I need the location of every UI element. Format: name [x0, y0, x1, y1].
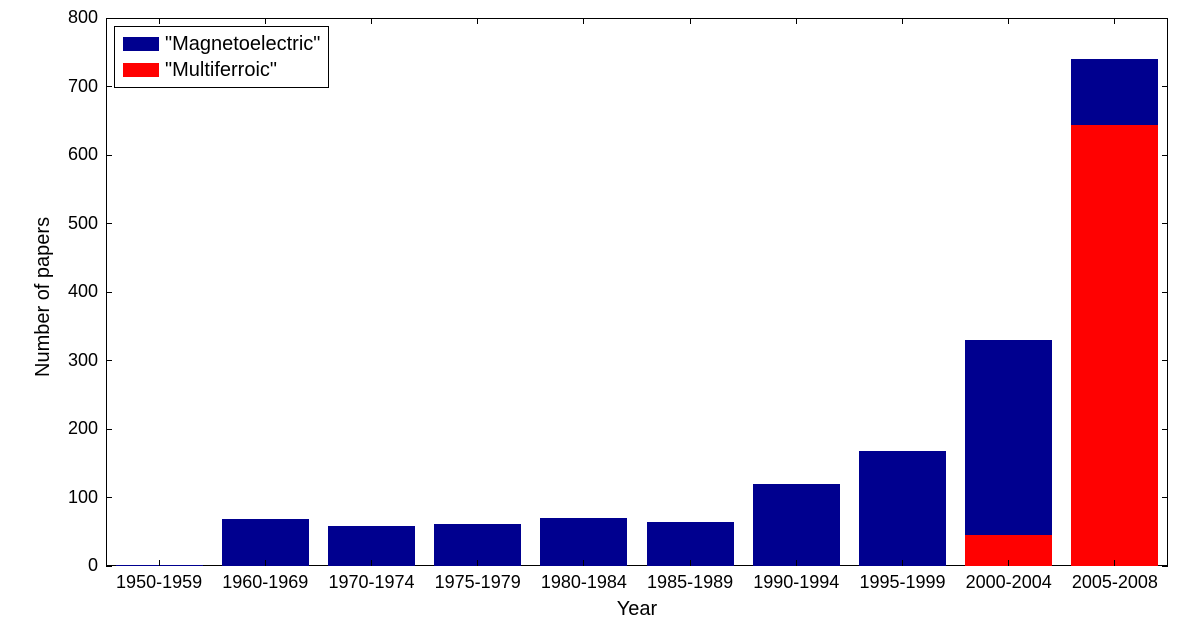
legend-label: "Magnetoelectric": [165, 31, 320, 57]
x-tick: [1008, 18, 1009, 24]
x-axis-label: Year: [106, 598, 1168, 621]
x-tick: [477, 560, 478, 566]
legend-label: "Multiferroic": [165, 57, 277, 83]
x-tick-label: 2005-2008: [1062, 572, 1168, 593]
x-tick-label: 2000-2004: [956, 572, 1062, 593]
x-tick: [477, 18, 478, 24]
legend-item: "Magnetoelectric": [123, 31, 320, 57]
y-tick-label: 500: [48, 213, 98, 234]
y-axis-label: Number of papers: [32, 217, 55, 377]
x-tick: [159, 18, 160, 24]
legend-swatch: [123, 37, 159, 51]
x-tick: [159, 560, 160, 566]
x-tick-label: 1970-1974: [318, 572, 424, 593]
y-tick: [1162, 18, 1168, 19]
legend-item: "Multiferroic": [123, 57, 320, 83]
x-tick: [902, 18, 903, 24]
bar-series1: [859, 451, 946, 566]
y-tick-label: 600: [48, 144, 98, 165]
y-tick: [1162, 566, 1168, 567]
y-tick: [106, 18, 112, 19]
y-tick-label: 800: [48, 7, 98, 28]
x-tick: [690, 18, 691, 24]
legend-swatch: [123, 63, 159, 77]
x-tick: [796, 18, 797, 24]
y-tick: [106, 86, 112, 87]
y-tick-label: 300: [48, 350, 98, 371]
legend: "Magnetoelectric""Multiferroic": [114, 26, 329, 88]
bar-series1: [753, 484, 840, 566]
x-tick-label: 1960-1969: [212, 572, 318, 593]
y-tick: [106, 497, 112, 498]
x-tick: [583, 18, 584, 24]
y-tick: [106, 292, 112, 293]
x-tick: [690, 560, 691, 566]
y-tick: [1162, 223, 1168, 224]
bar-series2: [1071, 125, 1158, 566]
bar-series1: [222, 519, 309, 566]
x-tick: [583, 560, 584, 566]
x-tick-label: 1995-1999: [849, 572, 955, 593]
chart-container: 0 100 200 300 400 500 600 700 800 1950-19591960-1…: [0, 0, 1200, 633]
y-tick: [1162, 86, 1168, 87]
y-tick: [1162, 292, 1168, 293]
x-tick: [371, 560, 372, 566]
y-tick: [1162, 497, 1168, 498]
y-tick-label: 100: [48, 487, 98, 508]
x-tick-label: 1950-1959: [106, 572, 212, 593]
y-tick: [106, 360, 112, 361]
y-tick: [106, 155, 112, 156]
x-tick: [1114, 560, 1115, 566]
x-tick-label: 1975-1979: [425, 572, 531, 593]
y-tick-label: 200: [48, 418, 98, 439]
x-tick: [1008, 560, 1009, 566]
x-tick: [796, 560, 797, 566]
y-tick: [106, 566, 112, 567]
y-tick: [106, 223, 112, 224]
x-tick: [265, 18, 266, 24]
y-tick: [106, 429, 112, 430]
bar-series1: [540, 518, 627, 566]
x-tick: [1114, 18, 1115, 24]
y-tick: [1162, 155, 1168, 156]
x-tick-label: 1980-1984: [531, 572, 637, 593]
plot-area: 01002003004005006007008001950-19591960-1…: [106, 18, 1168, 566]
x-tick-label: 1985-1989: [637, 572, 743, 593]
y-tick-label: 700: [48, 76, 98, 97]
x-tick: [371, 18, 372, 24]
y-tick-label: 0: [48, 555, 98, 576]
y-tick-label: 400: [48, 281, 98, 302]
y-tick: [1162, 360, 1168, 361]
y-tick: [1162, 429, 1168, 430]
bar-series1: [965, 340, 1052, 566]
x-tick: [902, 560, 903, 566]
x-tick-label: 1990-1994: [743, 572, 849, 593]
x-tick: [265, 560, 266, 566]
